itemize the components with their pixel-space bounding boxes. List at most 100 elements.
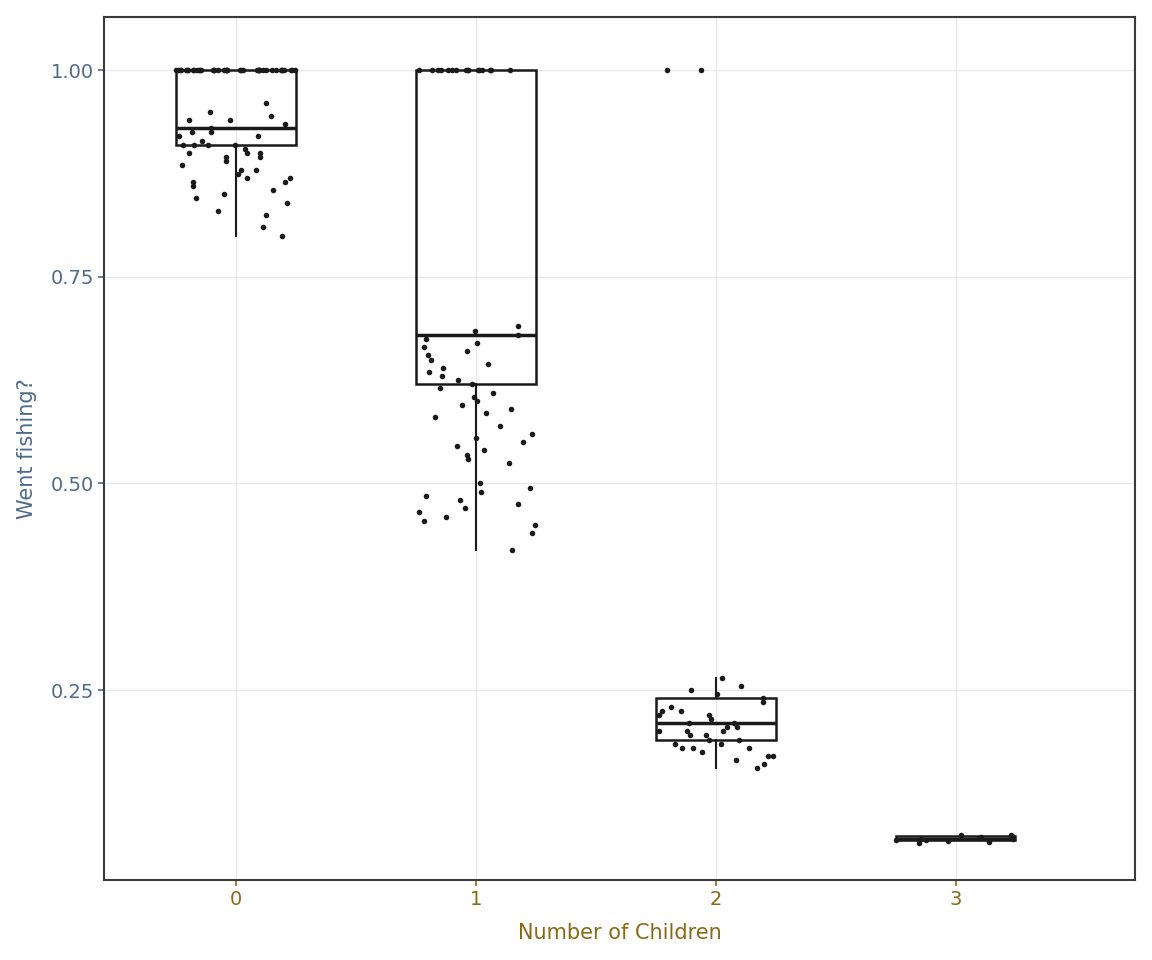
Point <box>1003 828 1022 844</box>
Point <box>251 145 270 160</box>
Point <box>263 62 281 78</box>
Point <box>460 451 478 467</box>
Point <box>509 496 528 512</box>
Point <box>192 132 211 148</box>
Point <box>482 62 500 78</box>
Point <box>713 670 732 685</box>
Point <box>447 62 465 78</box>
Point <box>179 62 197 78</box>
Point <box>283 62 302 78</box>
Point <box>702 711 720 727</box>
Bar <box>895 836 1015 840</box>
Point <box>748 761 766 777</box>
Point <box>694 744 712 759</box>
Point <box>217 62 235 78</box>
Point <box>217 150 235 165</box>
Point <box>264 182 282 198</box>
Point <box>526 517 545 533</box>
Point <box>732 678 750 693</box>
Point <box>500 455 518 470</box>
Point <box>417 489 435 504</box>
Point <box>917 832 935 848</box>
Point <box>523 426 541 442</box>
Point <box>173 157 191 173</box>
Point <box>183 174 202 189</box>
Point <box>279 195 297 210</box>
Point <box>468 335 486 350</box>
Bar <box>416 70 536 384</box>
Point <box>1002 827 1021 842</box>
Point <box>972 829 991 845</box>
Point <box>680 715 698 731</box>
Point <box>416 331 434 347</box>
Point <box>276 116 295 132</box>
Point <box>439 62 457 78</box>
Point <box>415 340 433 355</box>
Point <box>218 62 236 78</box>
Point <box>257 207 275 223</box>
Point <box>249 129 267 144</box>
Point <box>491 418 509 433</box>
Point <box>666 736 684 752</box>
Point <box>410 62 429 78</box>
Point <box>939 833 957 849</box>
Point <box>755 756 773 772</box>
Point <box>980 834 999 850</box>
Point <box>179 62 197 78</box>
Point <box>170 62 189 78</box>
Point <box>650 724 668 739</box>
Point <box>274 62 293 78</box>
Point <box>467 430 485 445</box>
Point <box>673 740 691 756</box>
Point <box>502 541 521 557</box>
Point <box>191 62 210 78</box>
Point <box>209 204 227 219</box>
Point <box>180 145 198 160</box>
Point <box>423 62 441 78</box>
Point <box>753 690 772 706</box>
Point <box>672 703 690 718</box>
Point <box>184 179 203 194</box>
Point <box>200 104 219 119</box>
Point <box>203 62 221 78</box>
Point <box>729 732 748 747</box>
Point <box>214 62 233 78</box>
Point <box>426 410 445 425</box>
Point <box>677 724 696 739</box>
X-axis label: Number of Children: Number of Children <box>518 924 721 944</box>
Point <box>448 439 467 454</box>
Point <box>410 505 429 520</box>
Point <box>247 162 265 178</box>
Point <box>188 62 206 78</box>
Point <box>887 832 905 848</box>
Point <box>167 62 185 78</box>
Point <box>184 62 203 78</box>
Point <box>523 525 541 540</box>
Point <box>458 62 477 78</box>
Point <box>169 62 188 78</box>
Point <box>205 62 223 78</box>
Point <box>699 708 718 723</box>
Point <box>1003 831 1022 847</box>
Point <box>467 323 485 338</box>
Point <box>713 724 732 739</box>
Point <box>458 344 477 359</box>
Point <box>431 62 449 78</box>
Point <box>415 513 433 528</box>
Point <box>460 62 478 78</box>
Point <box>450 492 469 508</box>
Point <box>205 62 223 78</box>
Point <box>255 220 273 235</box>
Point <box>502 401 521 417</box>
Point <box>471 476 490 492</box>
Point <box>509 319 528 334</box>
Point <box>189 62 207 78</box>
Point <box>229 166 248 181</box>
Point <box>477 405 495 420</box>
Point <box>272 62 290 78</box>
Point <box>650 708 668 723</box>
Point <box>727 753 745 768</box>
Point <box>262 108 280 124</box>
Point <box>184 137 203 153</box>
Point <box>728 719 746 734</box>
